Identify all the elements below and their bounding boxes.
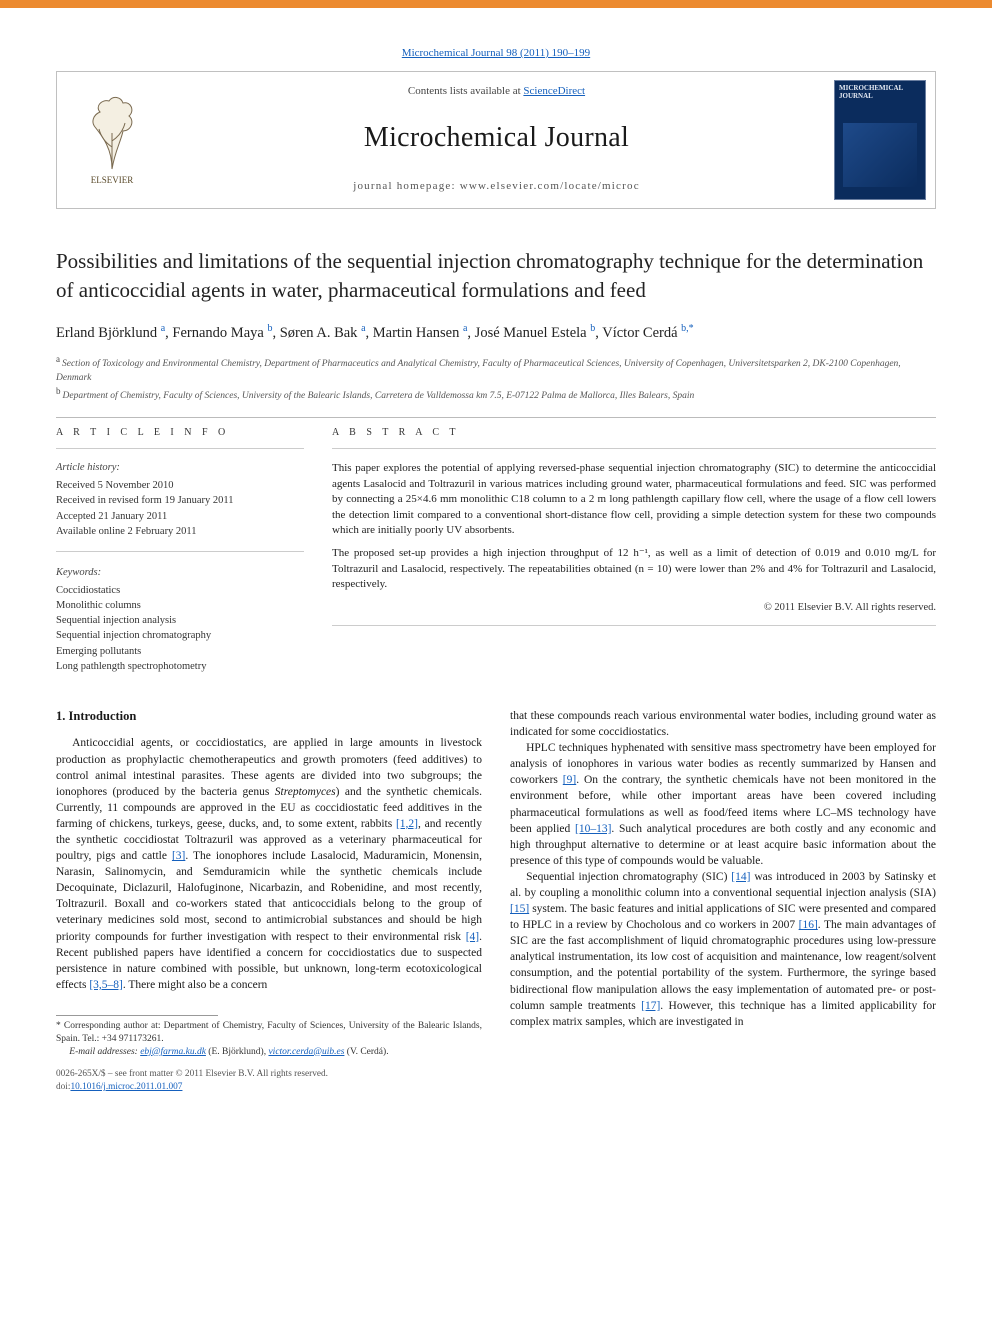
journal-cover-thumbnail: MICROCHEMICAL JOURNAL: [834, 80, 926, 200]
doi-block: 0026-265X/$ – see front matter © 2011 El…: [56, 1068, 482, 1093]
affil-label: b: [56, 386, 61, 396]
keyword: Sequential injection chromatography: [56, 628, 304, 643]
history-item: Accepted 21 January 2011: [56, 509, 304, 524]
citation-link[interactable]: [3]: [172, 850, 185, 862]
body-paragraph: Sequential injection chromatography (SIC…: [510, 869, 936, 1030]
divider: [332, 625, 936, 626]
affil-label: a: [56, 354, 60, 364]
journal-name: Microchemical Journal: [176, 118, 817, 157]
affil-marker: a: [161, 323, 165, 334]
publisher-name: ELSEVIER: [91, 175, 134, 185]
author-list: Erland Björklund a, Fernando Maya b, Sør…: [56, 322, 936, 343]
citation-link[interactable]: Microchemical Journal 98 (2011) 190–199: [402, 47, 590, 59]
citation-link[interactable]: [4]: [466, 931, 479, 943]
divider: [56, 448, 304, 449]
article-info-heading: A R T I C L E I N F O: [56, 426, 304, 440]
body-right-column: that these compounds reach various envir…: [510, 708, 936, 1094]
keywords-label: Keywords:: [56, 566, 304, 581]
email-who: (V. Cerdá): [347, 1047, 386, 1057]
email-link[interactable]: victor.cerda@uib.es: [268, 1047, 344, 1057]
citation-link[interactable]: [1,2]: [396, 818, 418, 830]
author: Víctor Cerdá: [602, 325, 677, 341]
citation-link[interactable]: [3,5–8]: [89, 979, 123, 991]
copyright-line: © 2011 Elsevier B.V. All rights reserved…: [332, 601, 936, 616]
affiliation: aSection of Toxicology and Environmental…: [56, 353, 936, 385]
author: Erland Björklund: [56, 325, 157, 341]
author: Martin Hansen: [373, 325, 460, 341]
contents-line: Contents lists available at ScienceDirec…: [176, 84, 817, 99]
citation-link[interactable]: [16]: [799, 919, 818, 931]
doi-link[interactable]: 10.1016/j.microc.2011.01.007: [70, 1082, 182, 1092]
footnotes: * Corresponding author at: Department of…: [56, 1020, 482, 1058]
corresponding-marker: *: [689, 323, 694, 334]
author: Søren A. Bak: [280, 325, 358, 341]
history-item: Received in revised form 19 January 2011: [56, 493, 304, 508]
keyword: Emerging pollutants: [56, 644, 304, 659]
footnote-rule: [56, 1015, 218, 1016]
affil-marker: b,: [681, 323, 689, 334]
keyword: Monolithic columns: [56, 598, 304, 613]
citation-link[interactable]: [15]: [510, 903, 529, 915]
email-who: (E. Björklund): [208, 1047, 263, 1057]
publisher-logo: ELSEVIER: [57, 72, 167, 208]
issn-line: 0026-265X/$ – see front matter © 2011 El…: [56, 1068, 482, 1081]
divider: [332, 448, 936, 449]
journal-header: ELSEVIER Contents lists available at Sci…: [56, 71, 936, 209]
homepage-line: journal homepage: www.elsevier.com/locat…: [176, 179, 817, 194]
body-paragraph: Anticoccidial agents, or coccidiostatics…: [56, 735, 482, 993]
keyword: Long pathlength spectrophotometry: [56, 659, 304, 674]
divider: [56, 417, 936, 418]
body-paragraph: that these compounds reach various envir…: [510, 708, 936, 740]
keyword: Sequential injection analysis: [56, 613, 304, 628]
affil-text: Section of Toxicology and Environmental …: [56, 359, 901, 382]
body-paragraph: HPLC techniques hyphenated with sensitiv…: [510, 740, 936, 869]
homepage-url: www.elsevier.com/locate/microc: [460, 180, 640, 192]
sciencedirect-link[interactable]: ScienceDirect: [523, 85, 585, 97]
corresponding-footnote: * Corresponding author at: Department of…: [56, 1020, 482, 1046]
affil-marker: a: [361, 323, 365, 334]
keyword: Coccidiostatics: [56, 583, 304, 598]
abstract-paragraph: This paper explores the potential of app…: [332, 461, 936, 538]
contents-prefix: Contents lists available at: [408, 85, 523, 97]
citation-link[interactable]: [9]: [563, 774, 576, 786]
email-link[interactable]: ebj@farma.ku.dk: [140, 1047, 206, 1057]
email-footnote: E-mail addresses: ebj@farma.ku.dk (E. Bj…: [56, 1046, 482, 1059]
citation-link[interactable]: [14]: [731, 871, 750, 883]
divider: [56, 551, 304, 552]
abstract: A B S T R A C T This paper explores the …: [332, 426, 936, 674]
section-heading: 1. Introduction: [56, 708, 482, 726]
history-item: Available online 2 February 2011: [56, 524, 304, 539]
affil-marker: b: [590, 323, 595, 334]
author: Fernando Maya: [172, 325, 263, 341]
citation-link[interactable]: [17]: [641, 1000, 660, 1012]
article-info: A R T I C L E I N F O Article history: R…: [56, 426, 304, 674]
affiliations: aSection of Toxicology and Environmental…: [56, 353, 936, 403]
article-title: Possibilities and limitations of the seq…: [56, 247, 936, 304]
citation-link[interactable]: [10–13]: [575, 823, 611, 835]
history-label: Article history:: [56, 461, 304, 476]
affil-marker: b: [267, 323, 272, 334]
author: José Manuel Estela: [475, 325, 587, 341]
history-item: Received 5 November 2010: [56, 478, 304, 493]
affiliation: bDepartment of Chemistry, Faculty of Sci…: [56, 385, 936, 403]
affil-marker: a: [463, 323, 467, 334]
cover-title: MICROCHEMICAL JOURNAL: [835, 81, 925, 100]
email-label: E-mail addresses:: [69, 1047, 140, 1057]
affil-text: Department of Chemistry, Faculty of Scie…: [63, 391, 695, 401]
homepage-prefix: journal homepage:: [353, 180, 460, 192]
body-left-column: 1. Introduction Anticoccidial agents, or…: [56, 708, 482, 1094]
abstract-paragraph: The proposed set-up provides a high inje…: [332, 546, 936, 592]
abstract-heading: A B S T R A C T: [332, 426, 936, 440]
